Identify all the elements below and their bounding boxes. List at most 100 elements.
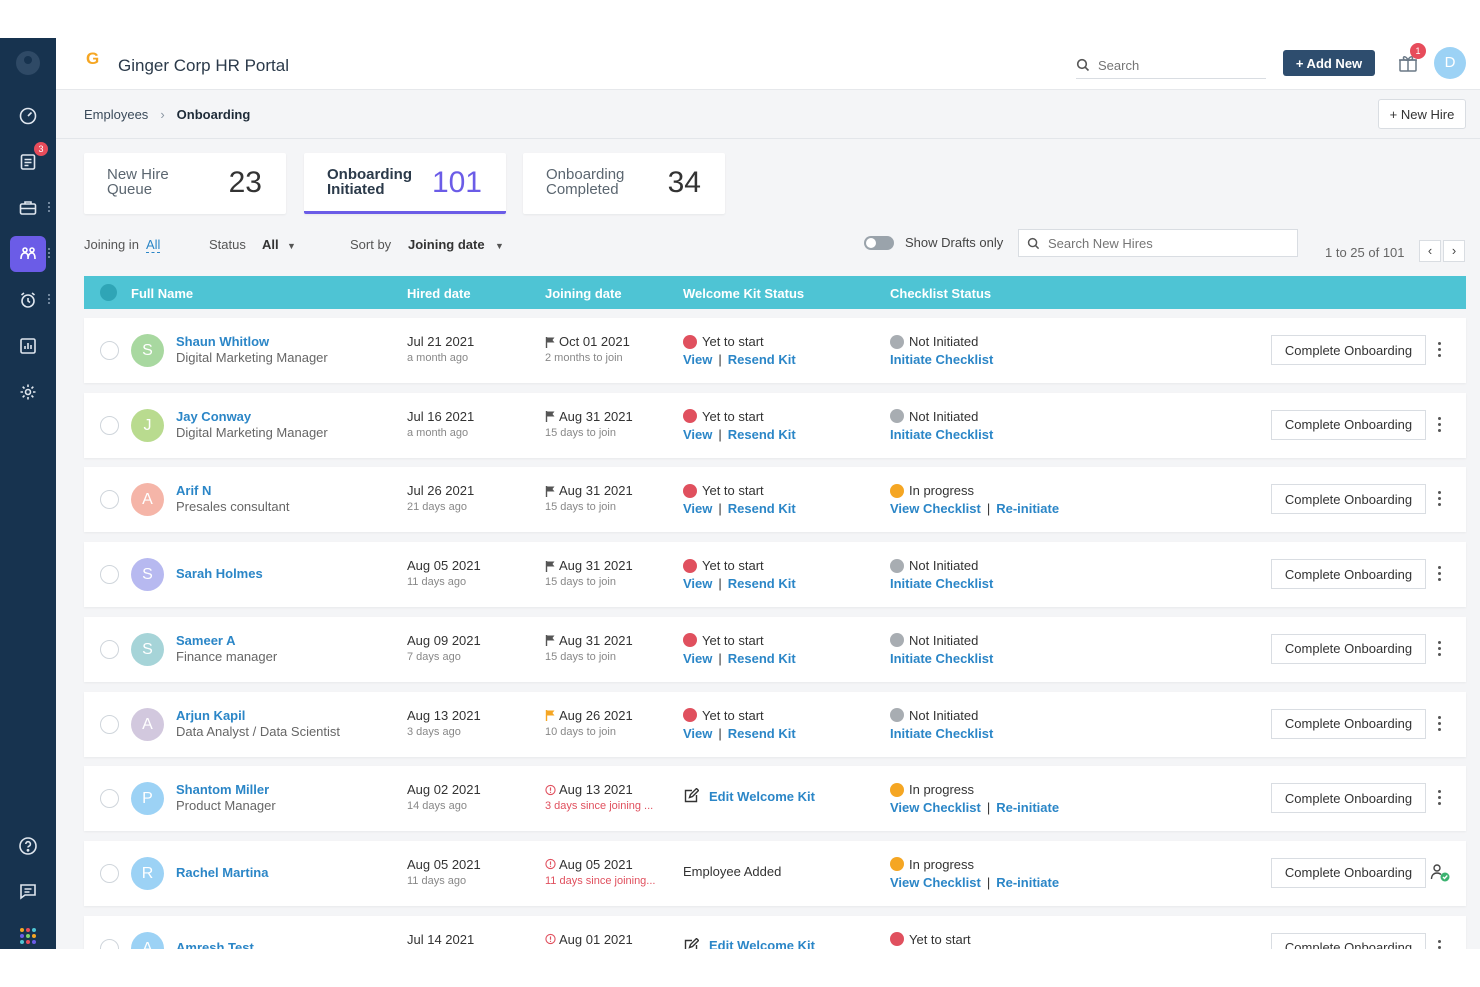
more-options-icon[interactable]	[1436, 342, 1444, 360]
person-check-icon[interactable]	[1430, 863, 1452, 883]
add-new-button[interactable]: + Add New	[1283, 50, 1375, 76]
reinitiate-link[interactable]: Re-initiate	[996, 800, 1060, 816]
table-row[interactable]: A Amresh Test Jul 14 2021 Aug 01 2021 Edit W…	[84, 915, 1466, 949]
initiate-checklist-link[interactable]: Initiate Checklist	[890, 725, 994, 741]
employee-name-link[interactable]: Amresh Test	[176, 939, 254, 949]
complete-onboarding-button[interactable]: Complete Onboarding	[1271, 484, 1426, 515]
complete-onboarding-button[interactable]: Complete Onboarding	[1271, 708, 1426, 739]
chat-icon[interactable]	[10, 873, 46, 909]
employee-name-link[interactable]: Shantom Miller	[176, 782, 270, 798]
row-checkbox[interactable]	[100, 341, 119, 360]
employee-name-link[interactable]: Sarah Holmes	[176, 566, 263, 582]
drafts-toggle[interactable]	[864, 236, 894, 250]
new-hire-button[interactable]: + New Hire	[1378, 99, 1466, 129]
complete-onboarding-button[interactable]: Complete Onboarding	[1271, 932, 1426, 949]
employee-name-link[interactable]: Jay Conway	[176, 408, 252, 424]
more-options-icon[interactable]	[1436, 416, 1444, 435]
row-checkbox[interactable]	[100, 565, 119, 585]
new-hires-search-input[interactable]	[1048, 235, 1288, 251]
gift-icon[interactable]	[1397, 52, 1419, 74]
employee-name-link[interactable]: Arif N	[176, 483, 212, 499]
row-checkbox[interactable]	[100, 490, 119, 510]
row-checkbox[interactable]	[100, 639, 119, 659]
more-options-icon[interactable]	[1436, 790, 1444, 808]
view-kit-link[interactable]: View	[683, 576, 713, 592]
resend-kit-link[interactable]: Resend Kit	[727, 650, 796, 666]
help-icon[interactable]	[10, 828, 46, 864]
status-chevron-down-icon[interactable]: ▼	[287, 241, 296, 251]
complete-onboarding-button[interactable]: Complete Onboarding	[1271, 335, 1426, 365]
settings-icon[interactable]	[10, 374, 46, 410]
initiate-checklist-link[interactable]: Initiate Checklist	[890, 426, 994, 442]
profile-logo-icon[interactable]	[16, 51, 40, 75]
row-checkbox[interactable]	[100, 789, 119, 809]
more-options-icon[interactable]	[1436, 491, 1444, 509]
view-kit-link[interactable]: View	[683, 725, 713, 741]
complete-onboarding-button[interactable]: Complete Onboarding	[1271, 633, 1426, 664]
resend-kit-link[interactable]: Resend Kit	[727, 352, 796, 367]
global-search-input[interactable]	[1098, 57, 1248, 73]
more-options-icon[interactable]	[1436, 640, 1444, 659]
column-checklist-status[interactable]: Checklist Status	[890, 286, 992, 301]
edit-icon[interactable]	[683, 788, 699, 804]
table-row[interactable]: A Arif N Presales consultant Jul 26 2021 21 …	[84, 467, 1466, 533]
edit-icon[interactable]	[683, 937, 699, 949]
prev-page-button[interactable]: ‹	[1419, 240, 1441, 262]
more-options-icon[interactable]	[1436, 939, 1444, 949]
view-checklist-link[interactable]: View Checklist	[890, 501, 981, 517]
table-row[interactable]: R Rachel Martina Aug 05 2021 11 days ago Aug…	[84, 840, 1466, 906]
resend-kit-link[interactable]: Resend Kit	[727, 501, 796, 517]
alarm-more-icon[interactable]	[48, 293, 52, 307]
complete-onboarding-button[interactable]: Complete Onboarding	[1271, 559, 1426, 590]
stat-card-onboarding-completed[interactable]: Onboarding Completed 34	[523, 153, 725, 214]
global-search[interactable]	[1076, 52, 1266, 79]
complete-onboarding-button[interactable]: Complete Onboarding	[1271, 783, 1426, 814]
more-options-icon[interactable]	[1436, 715, 1444, 734]
view-checklist-link[interactable]: View Checklist	[890, 800, 981, 816]
complete-onboarding-button[interactable]: Complete Onboarding	[1271, 409, 1426, 440]
edit-welcome-kit[interactable]: Edit Welcome Kit	[683, 937, 815, 949]
initiate-checklist-link[interactable]: Initiate Checklist	[890, 576, 994, 592]
view-kit-link[interactable]: View	[683, 501, 713, 517]
employee-name-link[interactable]: Sameer A	[176, 632, 236, 648]
employee-name-link[interactable]: Arjun Kapil	[176, 707, 246, 723]
complete-onboarding-button[interactable]: Complete Onboarding	[1271, 857, 1426, 888]
column-welcome-kit-status[interactable]: Welcome Kit Status	[683, 286, 805, 301]
stat-card-new-hire-queue[interactable]: New Hire Queue 23	[84, 153, 286, 214]
status-filter-value[interactable]: All	[262, 237, 279, 252]
table-row[interactable]: J Jay Conway Digital Marketing Manager Jul …	[84, 392, 1466, 458]
stat-card-onboarding-initiated[interactable]: Onboarding Initiated 101	[304, 153, 506, 214]
row-checkbox[interactable]	[100, 415, 119, 435]
apps-icon[interactable]	[10, 918, 46, 949]
table-row[interactable]: A Arjun Kapil Data Analyst / Data Scientis…	[84, 691, 1466, 757]
joining-filter-value[interactable]: All	[146, 237, 161, 253]
employee-name-link[interactable]: Rachel Martina	[176, 864, 269, 880]
initiate-checklist-link[interactable]: Initiate Checklist	[890, 352, 994, 367]
row-checkbox[interactable]	[100, 863, 119, 883]
reports-icon[interactable]	[10, 328, 46, 364]
view-kit-link[interactable]: View	[683, 352, 713, 367]
alarm-icon[interactable]	[10, 282, 46, 318]
tasks-icon[interactable]	[10, 144, 46, 180]
resend-kit-link[interactable]: Resend Kit	[727, 426, 796, 442]
row-checkbox[interactable]	[100, 714, 119, 734]
initiate-checklist-link[interactable]: Initiate Checklist	[890, 650, 994, 666]
table-row[interactable]: S Shaun Whitlow Digital Marketing Manager J…	[84, 318, 1466, 383]
sort-chevron-down-icon[interactable]: ▼	[495, 241, 504, 251]
onboarding-more-icon[interactable]	[48, 247, 52, 261]
breadcrumb-employees[interactable]: Employees	[84, 107, 149, 122]
reinitiate-link[interactable]: Re-initiate	[996, 501, 1060, 517]
new-hires-search[interactable]	[1018, 229, 1298, 257]
table-row[interactable]: S Sameer A Finance manager Aug 09 2021 7 day…	[84, 616, 1466, 682]
employee-name-link[interactable]: Shaun Whitlow	[176, 334, 270, 349]
briefcase-icon[interactable]	[10, 190, 46, 226]
view-kit-link[interactable]: View	[683, 426, 713, 442]
resend-kit-link[interactable]: Resend Kit	[727, 725, 796, 741]
view-checklist-link[interactable]: View Checklist	[890, 874, 981, 890]
select-all-checkbox[interactable]	[100, 284, 117, 301]
user-avatar[interactable]: D	[1434, 47, 1466, 79]
resend-kit-link[interactable]: Resend Kit	[727, 576, 796, 592]
table-row[interactable]: S Sarah Holmes Aug 05 2021 11 days ago Aug 3…	[84, 542, 1466, 608]
dashboard-icon[interactable]	[10, 98, 46, 134]
column-full-name[interactable]: Full Name	[131, 286, 194, 301]
